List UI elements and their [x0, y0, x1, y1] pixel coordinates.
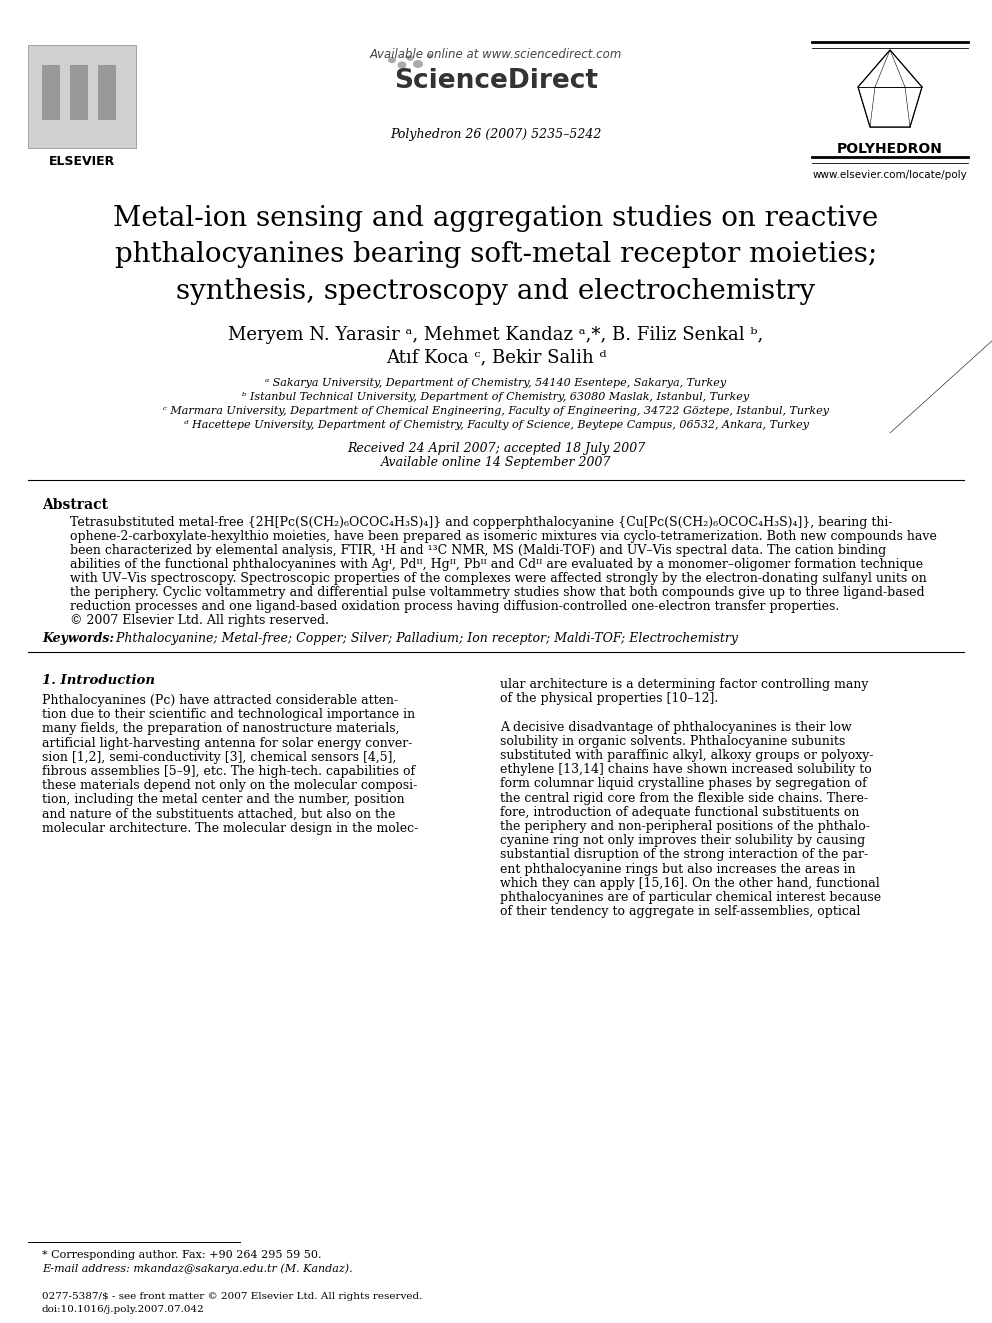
Text: ELSEVIER: ELSEVIER: [49, 155, 115, 168]
Text: reduction processes and one ligand-based oxidation process having diffusion-cont: reduction processes and one ligand-based…: [70, 601, 839, 613]
Text: cyanine ring not only improves their solubility by causing: cyanine ring not only improves their sol…: [500, 835, 865, 847]
Text: with UV–Vis spectroscopy. Spectroscopic properties of the complexes were affecte: with UV–Vis spectroscopy. Spectroscopic …: [70, 572, 927, 585]
Text: abilities of the functional phthalocyanines with Agᴵ, Pdᴵᴵ, Hgᴵᴵ, Pbᴵᴵ and Cdᴵᴵ : abilities of the functional phthalocyani…: [70, 558, 924, 572]
Text: tion, including the metal center and the number, position: tion, including the metal center and the…: [42, 794, 405, 807]
Text: Phthalocyanines (Pc) have attracted considerable atten-: Phthalocyanines (Pc) have attracted cons…: [42, 695, 398, 706]
Text: Available online at www.sciencedirect.com: Available online at www.sciencedirect.co…: [370, 48, 622, 61]
Text: doi:10.1016/j.poly.2007.07.042: doi:10.1016/j.poly.2007.07.042: [42, 1304, 204, 1314]
Text: these materials depend not only on the molecular composi-: these materials depend not only on the m…: [42, 779, 418, 792]
Text: form columnar liquid crystalline phases by segregation of: form columnar liquid crystalline phases …: [500, 778, 867, 790]
Ellipse shape: [398, 61, 407, 69]
Ellipse shape: [388, 57, 396, 64]
Text: been characterized by elemental analysis, FTIR, ¹H and ¹³C NMR, MS (Maldi-TOF) a: been characterized by elemental analysis…: [70, 544, 886, 557]
Text: the central rigid core from the flexible side chains. There-: the central rigid core from the flexible…: [500, 791, 868, 804]
Text: of the physical properties [10–12].: of the physical properties [10–12].: [500, 692, 718, 705]
Text: POLYHEDRON: POLYHEDRON: [837, 142, 943, 156]
Text: substantial disruption of the strong interaction of the par-: substantial disruption of the strong int…: [500, 848, 868, 861]
Text: phthalocyanines are of particular chemical interest because: phthalocyanines are of particular chemic…: [500, 890, 881, 904]
Bar: [42, 65, 60, 120]
Text: substituted with paraffinic alkyl, alkoxy groups or polyoxy-: substituted with paraffinic alkyl, alkox…: [500, 749, 874, 762]
Text: ᵇ Istanbul Technical University, Department of Chemistry, 63080 Maslak, Istanbul: ᵇ Istanbul Technical University, Departm…: [242, 392, 750, 402]
Text: Available online 14 September 2007: Available online 14 September 2007: [381, 456, 611, 468]
Text: Keywords:: Keywords:: [42, 632, 114, 646]
Bar: [70, 65, 88, 120]
Text: 0277-5387/$ - see front matter © 2007 Elsevier Ltd. All rights reserved.: 0277-5387/$ - see front matter © 2007 El…: [42, 1293, 423, 1301]
Text: tion due to their scientific and technological importance in: tion due to their scientific and technol…: [42, 708, 415, 721]
Text: ethylene [13,14] chains have shown increased solubility to: ethylene [13,14] chains have shown incre…: [500, 763, 872, 777]
Text: Atıf Koca ᶜ, Bekir Salih ᵈ: Atıf Koca ᶜ, Bekir Salih ᵈ: [386, 348, 606, 366]
Text: 1. Introduction: 1. Introduction: [42, 673, 155, 687]
Text: ophene-2-carboxylate-hexylthio moieties, have been prepared as isomeric mixtures: ophene-2-carboxylate-hexylthio moieties,…: [70, 531, 936, 542]
Text: Meryem N. Yarasir ᵃ, Mehmet Kandaz ᵃ,*, B. Filiz Senkal ᵇ,: Meryem N. Yarasir ᵃ, Mehmet Kandaz ᵃ,*, …: [228, 325, 764, 344]
Text: ᵃ Sakarya University, Department of Chemistry, 54140 Esentepe, Sakarya, Turkey: ᵃ Sakarya University, Department of Chem…: [266, 378, 726, 388]
Text: many fields, the preparation of nanostructure materials,: many fields, the preparation of nanostru…: [42, 722, 400, 736]
Text: artificial light-harvesting antenna for solar energy conver-: artificial light-harvesting antenna for …: [42, 737, 413, 750]
Text: E-mail address: mkandaz@sakarya.edu.tr (M. Kandaz).: E-mail address: mkandaz@sakarya.edu.tr (…: [42, 1263, 352, 1274]
Text: www.elsevier.com/locate/poly: www.elsevier.com/locate/poly: [812, 169, 967, 180]
Text: ent phthalocyanine rings but also increases the areas in: ent phthalocyanine rings but also increa…: [500, 863, 856, 876]
Bar: [28, 45, 136, 148]
Text: and nature of the substituents attached, but also on the: and nature of the substituents attached,…: [42, 807, 396, 820]
Text: of their tendency to aggregate in self-assemblies, optical: of their tendency to aggregate in self-a…: [500, 905, 860, 918]
Ellipse shape: [427, 54, 433, 58]
Text: Polyhedron 26 (2007) 5235–5242: Polyhedron 26 (2007) 5235–5242: [390, 128, 602, 142]
Text: Abstract: Abstract: [42, 497, 108, 512]
Text: solubility in organic solvents. Phthalocyanine subunits: solubility in organic solvents. Phthaloc…: [500, 734, 845, 747]
Text: A decisive disadvantage of phthalocyanines is their low: A decisive disadvantage of phthalocyanin…: [500, 721, 852, 733]
Bar: [98, 65, 116, 120]
Ellipse shape: [407, 56, 414, 61]
Text: Metal-ion sensing and aggregation studies on reactive
phthalocyanines bearing so: Metal-ion sensing and aggregation studie…: [113, 205, 879, 304]
Text: © 2007 Elsevier Ltd. All rights reserved.: © 2007 Elsevier Ltd. All rights reserved…: [70, 614, 329, 627]
Text: molecular architecture. The molecular design in the molec-: molecular architecture. The molecular de…: [42, 822, 419, 835]
Text: ᶜ Marmara University, Department of Chemical Engineering, Faculty of Engineering: ᶜ Marmara University, Department of Chem…: [163, 406, 829, 415]
Text: * Corresponding author. Fax: +90 264 295 59 50.: * Corresponding author. Fax: +90 264 295…: [42, 1250, 321, 1259]
Text: Phthalocyanine; Metal-free; Copper; Silver; Palladium; Ion receptor; Maldi-TOF; : Phthalocyanine; Metal-free; Copper; Silv…: [108, 632, 738, 646]
Text: sion [1,2], semi-conductivity [3], chemical sensors [4,5],: sion [1,2], semi-conductivity [3], chemi…: [42, 750, 397, 763]
Text: which they can apply [15,16]. On the other hand, functional: which they can apply [15,16]. On the oth…: [500, 877, 880, 890]
Text: fore, introduction of adequate functional substituents on: fore, introduction of adequate functiona…: [500, 806, 859, 819]
Text: the periphery. Cyclic voltammetry and differential pulse voltammetry studies sho: the periphery. Cyclic voltammetry and di…: [70, 586, 925, 599]
Text: ular architecture is a determining factor controlling many: ular architecture is a determining facto…: [500, 677, 869, 691]
Ellipse shape: [413, 60, 423, 67]
Text: ScienceDirect: ScienceDirect: [394, 67, 598, 94]
Text: Received 24 April 2007; accepted 18 July 2007: Received 24 April 2007; accepted 18 July…: [347, 442, 645, 455]
Text: Tetrasubstituted metal-free {2H[Pc(S(CH₂)₆OCOC₄H₃S)₄]} and copperphthalocyanine : Tetrasubstituted metal-free {2H[Pc(S(CH₂…: [70, 516, 893, 529]
Text: ᵈ Hacettepe University, Department of Chemistry, Faculty of Science, Beytepe Cam: ᵈ Hacettepe University, Department of Ch…: [184, 419, 808, 430]
Text: fibrous assemblies [5–9], etc. The high-tech. capabilities of: fibrous assemblies [5–9], etc. The high-…: [42, 765, 415, 778]
Text: the periphery and non-peripheral positions of the phthalo-: the periphery and non-peripheral positio…: [500, 820, 870, 833]
